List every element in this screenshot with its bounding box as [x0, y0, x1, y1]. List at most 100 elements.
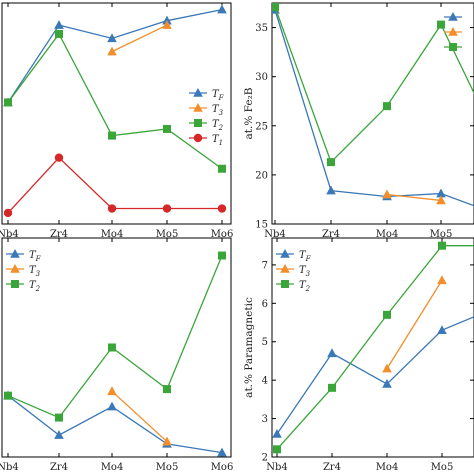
data-point: [218, 251, 226, 260]
legend-marker: [449, 43, 457, 51]
data-point: [107, 386, 117, 396]
y-tick-label: 6: [262, 299, 268, 310]
x-tick-label: Mo5: [431, 462, 454, 473]
y-tick-label: 5: [262, 337, 268, 348]
series-line: [7, 156, 222, 214]
panel-top-right: Nb4Zr4Mo4Mo5Mo61520253035at.% Fe₂B: [243, 2, 474, 240]
panel-top-left: Nb4 Zr4 Mo4 Mo5 Mo6 TF T3 T2 T1: [0, 2, 233, 240]
legend-label-subscript: 1: [219, 139, 223, 147]
plot-frame: [271, 2, 474, 225]
x-tick-label: Zr4: [50, 462, 68, 473]
legend-marker: [281, 280, 289, 288]
legend-label: T2: [29, 280, 41, 293]
x-tick-label: Mo4: [376, 462, 399, 473]
data-point: [162, 436, 172, 446]
data-point: [383, 102, 391, 111]
series-T_F: [3, 390, 227, 457]
data-point: [107, 401, 117, 411]
data-point: [382, 379, 392, 388]
data-point: [437, 275, 447, 285]
x-tick-label: Nb4: [0, 229, 19, 240]
legend-marker: [193, 133, 203, 143]
legend-label: TF: [212, 89, 225, 102]
legend: TF T3 T2: [6, 249, 42, 293]
data-point: [162, 15, 172, 25]
legend-marker: [10, 249, 20, 258]
x-tick-label: Mo5: [156, 462, 179, 473]
series-T_3: [382, 189, 446, 205]
data-point: [328, 383, 336, 392]
series-T_F: [272, 4, 474, 207]
y-tick-label: 4: [262, 376, 268, 387]
legend-label: T3: [212, 104, 224, 117]
data-point: [162, 204, 172, 213]
plot-area: [272, 241, 474, 454]
legend: TF T3 T2 T1: [189, 88, 225, 147]
legend-entry-T_2: [444, 43, 462, 51]
series-T_2: [4, 251, 226, 422]
plot-frame: [1, 237, 232, 458]
data-point: [273, 445, 281, 454]
plot-frame: [271, 237, 474, 458]
data-point: [108, 131, 116, 140]
legend-entry-T_F: [444, 12, 462, 21]
data-point: [326, 185, 336, 195]
series-line: [386, 193, 442, 202]
series-line: [274, 6, 474, 164]
data-point: [54, 430, 64, 439]
data-point: [382, 189, 392, 199]
legend-entry-T_F: TF: [276, 249, 312, 263]
series-line: [276, 316, 474, 435]
x-tick-label: Mo5: [430, 229, 453, 240]
y-axis-label: at.% Fe₂B: [243, 87, 255, 139]
y-tick-label: 20: [255, 170, 268, 181]
plot-area: [272, 3, 474, 207]
legend-label: T3: [299, 265, 311, 278]
plot-area: [3, 4, 227, 218]
data-point: [3, 208, 13, 218]
data-point: [272, 428, 282, 438]
y-tick-label: 3: [262, 414, 268, 425]
data-point: [107, 46, 117, 56]
plot-frame: [1, 2, 232, 225]
data-point: [272, 3, 279, 11]
x-tick-label: Mo6: [211, 462, 234, 473]
legend-marker: [280, 249, 290, 258]
x-tick-label: Nb4: [0, 462, 19, 473]
x-tick-label: Zr4: [323, 462, 341, 473]
panel-bottom-left: Nb4 Zr4 Mo4 Mo5 Mo6 TF T3 T2: [0, 237, 234, 473]
series-line: [386, 279, 443, 369]
x-tick-label: Mo4: [101, 229, 124, 240]
legend-marker: [448, 12, 458, 21]
legend-label-subscript: 3: [219, 109, 224, 117]
legend-marker: [11, 280, 19, 288]
series-T_2: [4, 29, 226, 173]
data-point: [4, 391, 12, 400]
plot-area: [3, 251, 227, 457]
panel-bottom-right: Nb4Zr4Mo4Mo5Mo6234567at.% ParamagneticTF…: [243, 237, 474, 473]
x-tick-label: Mo4: [376, 229, 399, 240]
x-tick-label: Mo5: [156, 229, 179, 240]
legend: [444, 12, 462, 51]
data-point: [217, 204, 227, 213]
data-point: [382, 363, 392, 373]
series-T_2: [272, 3, 474, 167]
legend-entry-T_F: TF: [189, 88, 225, 102]
data-point: [55, 413, 63, 422]
legend-entry-T_2: T2: [189, 119, 224, 132]
legend-label-subscript: F: [218, 94, 225, 102]
data-point: [163, 385, 171, 394]
data-point: [327, 158, 335, 167]
y-tick-label: 25: [255, 121, 268, 132]
series-T_F: [3, 4, 227, 107]
legend-label: TF: [29, 250, 42, 263]
data-point: [327, 348, 337, 358]
legend-label-subscript: 3: [36, 270, 41, 278]
data-point: [217, 4, 227, 14]
legend-label-subscript: F: [35, 255, 42, 263]
data-point: [436, 195, 446, 205]
legend-entry-T_3: T3: [189, 103, 224, 117]
legend-entry-T_2: T2: [276, 280, 311, 293]
data-point: [383, 310, 391, 319]
